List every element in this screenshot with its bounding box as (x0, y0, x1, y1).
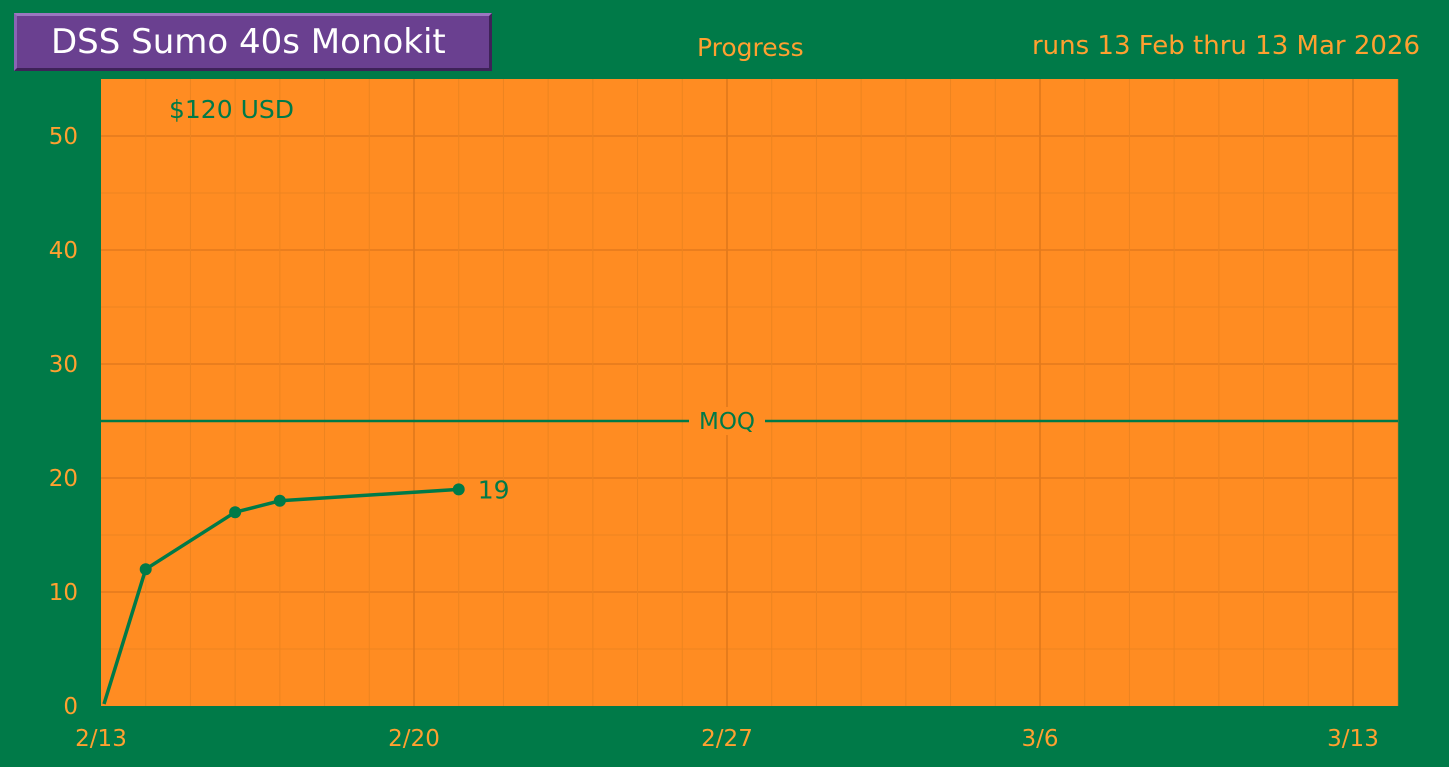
y-tick-label: 30 (49, 352, 78, 378)
data-points (139, 483, 465, 576)
y-tick-label: 40 (49, 238, 78, 264)
y-axis-ticks: 0 10 20 30 40 50 (49, 124, 78, 720)
x-tick-label: 3/6 (1021, 726, 1058, 752)
data-point (229, 506, 242, 519)
y-tick-label: 0 (63, 694, 78, 720)
data-point (273, 494, 286, 507)
last-value-label: 19 (478, 475, 510, 504)
y-tick-label: 50 (49, 124, 78, 150)
moq-label: MOQ (699, 409, 755, 435)
moq-label-background (689, 407, 765, 435)
x-tick-label: 2/20 (388, 726, 440, 752)
date-range-label: runs 13 Feb thru 13 Mar 2026 (1031, 31, 1420, 61)
x-tick-label: 2/27 (701, 726, 753, 752)
x-axis-ticks: 2/13 2/20 2/27 3/6 3/13 (75, 726, 1379, 752)
progress-label: Progress (697, 33, 804, 62)
price-label: $120 USD (169, 95, 294, 124)
y-tick-label: 20 (49, 466, 78, 492)
y-tick-label: 10 (49, 580, 78, 606)
data-point (139, 563, 152, 576)
x-tick-label: 2/13 (75, 726, 127, 752)
x-tick-label: 3/13 (1327, 726, 1379, 752)
title-box: DSS Sumo 40s Monokit (14, 13, 492, 71)
plot-area (101, 79, 1398, 706)
data-point (452, 483, 465, 496)
chart-title: DSS Sumo 40s Monokit (51, 22, 446, 62)
